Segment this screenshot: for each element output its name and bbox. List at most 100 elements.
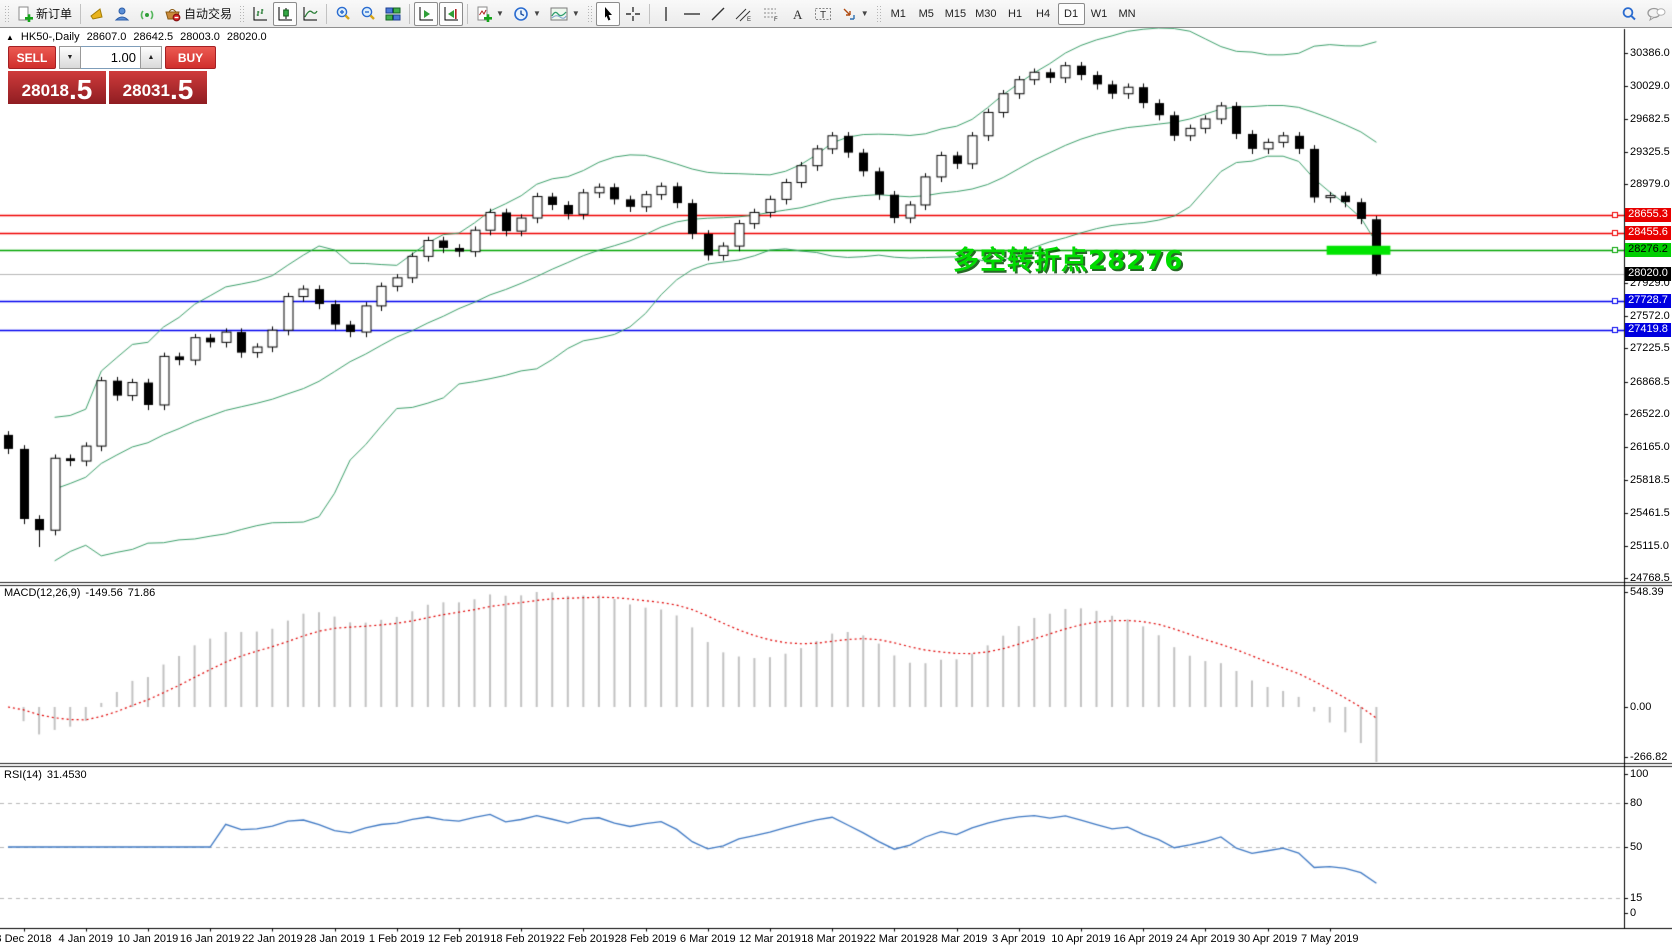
arrows-tool-button[interactable]: ▼: [837, 2, 873, 26]
timeframe-button-m15[interactable]: M15: [941, 3, 970, 25]
macd-name: MACD(12,26,9): [4, 587, 81, 599]
macd-axis-label: 0.00: [1630, 701, 1652, 713]
buy-price-display[interactable]: 28031 .5: [109, 71, 207, 104]
sell-price-frac: .5: [68, 74, 93, 105]
volume-decrease-button[interactable]: ▼: [59, 46, 81, 69]
auto-scroll-button[interactable]: [414, 1, 439, 26]
trendline-icon: [710, 6, 726, 22]
timeframe-button-mn[interactable]: MN: [1114, 3, 1141, 25]
vertical-line-tool-button[interactable]: [654, 2, 678, 26]
timeframe-button-m5[interactable]: M5: [913, 3, 940, 25]
price-tick-label: 26165.0: [1630, 441, 1670, 454]
price-line-badge: 28276.2: [1625, 243, 1671, 258]
timeframe-button-m1[interactable]: M1: [885, 3, 912, 25]
chart-ohlc-header: ▲ HK50-,Daily 28607.0 28642.5 28003.0 28…: [6, 31, 267, 43]
new-order-label: 新订单: [36, 7, 73, 21]
timeframe-button-m30[interactable]: M30: [971, 3, 1000, 25]
macd-signal-value: 71.86: [127, 587, 156, 599]
time-axis-label: 12 Feb 2019: [428, 933, 490, 945]
rsi-axis-label: 0: [1630, 907, 1637, 919]
autotrading-button[interactable]: 自动交易: [160, 2, 236, 26]
rsi-value: 31.4530: [46, 769, 87, 781]
buy-price-main: 28031: [122, 81, 170, 100]
rsi-axis-label: 15: [1630, 892, 1643, 905]
search-button[interactable]: [1617, 2, 1641, 26]
market-news-button[interactable]: [85, 2, 109, 26]
trendline-tool-button[interactable]: [706, 2, 730, 26]
periods-button[interactable]: ▼: [509, 2, 545, 26]
price-tick-label: 25818.5: [1630, 473, 1670, 486]
dropdown-caret-icon: ▼: [860, 9, 869, 18]
rsi-axis-label: 50: [1630, 841, 1643, 853]
horizontal-line-tool-button[interactable]: [679, 2, 705, 26]
sell-price-display[interactable]: 28018 .5: [8, 71, 106, 104]
volume-increase-button[interactable]: ▲: [140, 46, 162, 69]
zoom-in-button[interactable]: [331, 2, 355, 26]
templates-button[interactable]: ▼: [546, 2, 584, 26]
sell-button[interactable]: SELL: [8, 46, 56, 69]
text-tool-button[interactable]: A: [785, 2, 809, 26]
text-label-icon: T: [814, 6, 832, 22]
toolbar-grip[interactable]: [239, 4, 246, 23]
one-click-trade-panel: SELL ▼ ▲ BUY 28018 .5 28031 .5: [8, 46, 216, 104]
timeframe-button-h1[interactable]: H1: [1002, 3, 1029, 25]
macd-pane-label: MACD(12,26,9) -149.56 71.86: [4, 587, 155, 599]
toolbar-grip[interactable]: [875, 4, 882, 23]
time-axis-label: 16 Apr 2019: [1113, 933, 1173, 945]
crosshair-tool-button[interactable]: [621, 2, 645, 26]
cursor-tool-button[interactable]: [595, 1, 620, 26]
bar-chart-button[interactable]: [248, 2, 272, 26]
svg-text:T: T: [820, 10, 826, 21]
price-tick-label: 25115.0: [1630, 539, 1669, 552]
autotrading-basket-icon: [164, 6, 181, 22]
equidistant-channel-tool-button[interactable]: E: [731, 2, 757, 26]
text-a-icon: A: [790, 6, 804, 22]
macd-axis-label: 548.39: [1630, 586, 1664, 598]
timeframe-button-w1[interactable]: W1: [1086, 3, 1113, 25]
time-axis-label: 16 Jan 2019: [179, 933, 241, 945]
community-button[interactable]: [110, 2, 134, 26]
signals-button[interactable]: [135, 2, 159, 26]
line-chart-button[interactable]: [298, 2, 322, 26]
search-icon: [1621, 6, 1637, 22]
time-axis-label: 8 Dec 2018: [0, 933, 52, 945]
fibonacci-tool-button[interactable]: F: [758, 2, 784, 26]
pivot-annotation[interactable]: 多空转折点28276: [953, 246, 1184, 276]
rsi-name: RSI(14): [4, 769, 42, 781]
text-label-tool-button[interactable]: T: [810, 2, 836, 26]
collapse-panel-icon[interactable]: ▲: [6, 32, 14, 42]
timeframe-group: M1 M5 M15 M30 H1 H4 D1 W1 MN: [885, 2, 1141, 25]
autotrading-label: 自动交易: [184, 7, 233, 21]
time-axis-label: 3 Apr 2019: [992, 933, 1046, 945]
time-axis-label: 22 Mar 2019: [863, 933, 926, 945]
chart-shift-button[interactable]: [439, 1, 464, 26]
time-axis-label: 7 May 2019: [1301, 933, 1359, 945]
chat-button[interactable]: [1642, 2, 1670, 26]
dropdown-caret-icon: ▼: [532, 9, 541, 18]
candlestick-chart-button[interactable]: [273, 1, 298, 26]
buy-button[interactable]: BUY: [165, 46, 216, 69]
cursor-icon: [601, 6, 615, 22]
rsi-axis-label: 80: [1630, 797, 1643, 810]
svg-text:F: F: [774, 17, 778, 22]
horizontal-line-icon: [683, 6, 701, 22]
macd-value: -149.56: [85, 587, 123, 599]
zoom-out-button[interactable]: [356, 2, 380, 26]
gold-horn-icon: [89, 6, 105, 22]
timeframe-button-h4[interactable]: H4: [1030, 3, 1057, 25]
time-axis-label: 22 Feb 2019: [552, 933, 615, 945]
arrows-icon: [841, 6, 857, 22]
toolbar-grip[interactable]: [586, 4, 593, 23]
tile-windows-button[interactable]: [381, 2, 405, 26]
rsi-pane-label: RSI(14) 31.4530: [4, 769, 87, 781]
timeframe-button-d1[interactable]: D1: [1057, 2, 1085, 25]
macd-axis-label: -266.82: [1630, 751, 1668, 763]
indicators-button[interactable]: ▼: [472, 2, 508, 26]
new-order-button[interactable]: 新订单: [13, 2, 76, 26]
toolbar-grip[interactable]: [4, 4, 10, 23]
price-tick-label: 28979.0: [1630, 178, 1670, 191]
price-tick-label: 27572.0: [1630, 309, 1670, 322]
volume-input[interactable]: [81, 46, 140, 69]
